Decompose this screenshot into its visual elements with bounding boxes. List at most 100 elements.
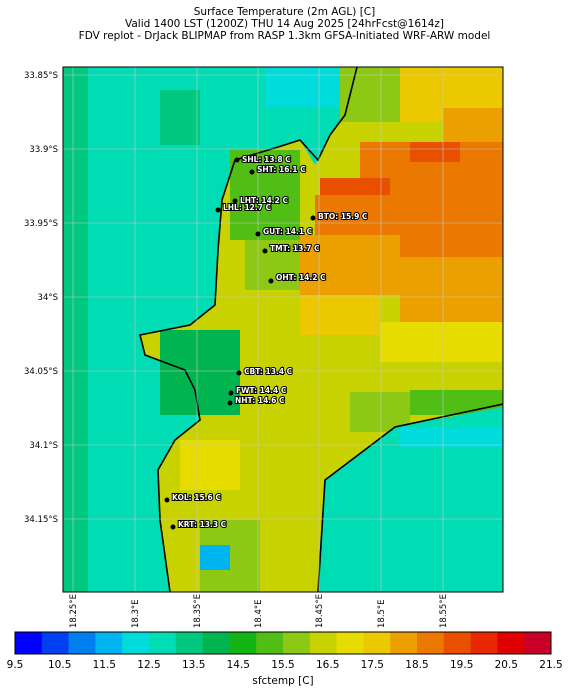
colorbar-segment (443, 632, 472, 654)
station-label-cbt: CBT: 13.4 C (244, 367, 293, 376)
station-marker[interactable] (170, 524, 176, 530)
colorbar-tick: 14.5 (227, 659, 250, 671)
colorbar-segment (363, 632, 391, 654)
station-marker[interactable] (228, 390, 234, 396)
colorbar-segment (175, 632, 204, 654)
station-marker[interactable] (227, 400, 233, 406)
colorbar-frame (14, 631, 552, 655)
land-patch-17 (160, 330, 240, 415)
station-label-gut: GUT: 14.1 C (263, 227, 313, 236)
lon-label: 18.4°E (254, 599, 264, 628)
sea-patch-west (160, 90, 200, 145)
colorbar-segment (283, 632, 311, 654)
station-label-lht: LHT: 14.2 C (240, 196, 288, 205)
lat-label: 33.95°S (24, 219, 58, 229)
colorbar-segment (41, 632, 70, 654)
colorbar (15, 632, 552, 654)
station-label-krt: KRT: 13.3 C (178, 520, 227, 529)
colorbar-segment (256, 632, 284, 654)
lon-label: 18.45°E (315, 594, 325, 628)
colorbar-segment (417, 632, 445, 654)
colorbar-segment (149, 632, 177, 654)
land-patch-10 (400, 257, 503, 322)
false-bay-coast (317, 403, 503, 592)
colorbar-tick: 13.5 (182, 659, 205, 671)
colorbar-label: sfctemp [C] (252, 675, 313, 687)
land-patch-7 (315, 195, 390, 235)
land-patch-8 (390, 182, 503, 257)
colorbar-segment (309, 632, 338, 654)
land-patch-19 (180, 440, 240, 490)
colorbar-ticks: 9.5 10.5 11.5 12.5 13.5 14.5 15.5 16.5 1… (7, 659, 563, 671)
lon-label: 18.35°E (193, 594, 203, 628)
lon-label: 18.55°E (439, 594, 449, 628)
ocean-west-strip (63, 67, 88, 592)
station-marker[interactable] (232, 198, 238, 204)
coastline (139, 67, 358, 592)
gridlines (63, 67, 503, 592)
station-marker[interactable] (262, 248, 268, 254)
sea-patch-north (265, 67, 350, 107)
land-patch-9 (300, 235, 400, 295)
station-marker[interactable] (249, 169, 255, 175)
colorbar-segment (95, 632, 123, 654)
lon-label: 18.3°E (131, 599, 141, 628)
colorbar-tick: 18.5 (405, 659, 428, 671)
colorbar-segment (229, 632, 257, 654)
station-label-nht: NHT: 14.6 C (235, 396, 285, 405)
station-marker[interactable] (164, 497, 170, 503)
land-patch-5 (410, 142, 460, 162)
colorbar-segment (470, 632, 498, 654)
station-label-shl: SHL: 13.8 C (242, 155, 291, 164)
station-marker[interactable] (236, 370, 242, 376)
lon-labels: 18.25°E 18.3°E 18.35°E 18.4°E 18.45°E 18… (69, 594, 449, 628)
lat-label: 33.85°S (24, 71, 58, 81)
colorbar-tick: 16.5 (316, 659, 339, 671)
title-line-3: FDV replot - DrJack BLIPMAP from RASP 1.… (78, 30, 491, 42)
station-label-tmt: TMT: 13.7 C (270, 244, 320, 253)
lat-label: 34°S (38, 293, 58, 303)
station-label-fwt: FWT: 14.4 C (236, 386, 287, 395)
colorbar-segment (336, 632, 364, 654)
colorbar-segment (15, 632, 43, 654)
station-marker[interactable] (255, 231, 261, 237)
colorbar-tick: 20.5 (495, 659, 518, 671)
stations: SHL: 13.8 C SHT: 16.1 C LHT: 14.2 C LHL:… (164, 154, 369, 530)
lat-label: 34.05°S (24, 367, 58, 377)
land-patch-3 (443, 108, 503, 143)
station-label-kol: KOL: 15.6 C (172, 493, 221, 502)
colorbar-segment (390, 632, 418, 654)
false-bay-water (318, 407, 503, 592)
lat-label: 34.15°S (24, 515, 58, 525)
colorbar-tick: 15.5 (271, 659, 294, 671)
colorbar-tick: 17.5 (361, 659, 384, 671)
colorbar-tick: 21.5 (539, 659, 562, 671)
title-line-1: Surface Temperature (2m AGL) [C] (193, 6, 376, 18)
station-marker[interactable] (215, 207, 221, 213)
station-marker[interactable] (268, 278, 274, 284)
map-field (63, 67, 503, 592)
bay-patch (400, 427, 503, 447)
lat-labels: 33.85°S 33.9°S 33.95°S 34°S 34.05°S 34.1… (24, 71, 58, 525)
colorbar-tick: 10.5 (48, 659, 71, 671)
station-label-lhl: LHL: 12.7 C (223, 203, 272, 212)
colorbar-segment (202, 632, 230, 654)
station-label-bto: BTO: 15.9 C (318, 212, 368, 221)
station-marker[interactable] (310, 215, 316, 221)
land-patch-18 (240, 380, 310, 440)
colorbar-tick: 9.5 (7, 659, 24, 671)
lon-label: 18.5°E (377, 599, 387, 628)
land-patch-21 (200, 545, 230, 570)
land-patch-11 (300, 295, 380, 335)
colorbar-segment (68, 632, 96, 654)
lat-label: 34.1°S (29, 441, 58, 451)
colorbar-tick: 12.5 (137, 659, 160, 671)
colorbar-tick: 11.5 (93, 659, 116, 671)
land-patch-12 (380, 322, 503, 362)
station-label-sht: SHT: 16.1 C (257, 165, 306, 174)
colorbar-tick: 19.5 (450, 659, 473, 671)
colorbar-segment (497, 632, 525, 654)
station-marker[interactable] (234, 157, 240, 163)
land-patch-mountain (230, 150, 300, 240)
land-patch-6 (320, 178, 390, 196)
